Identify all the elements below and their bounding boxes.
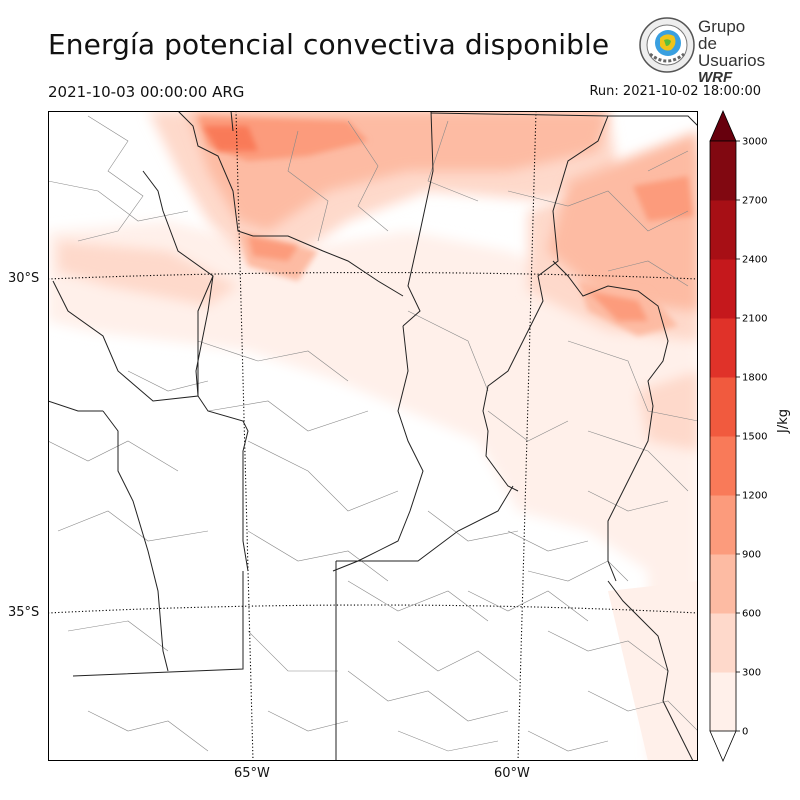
colorbar-tick-label: 2700 — [742, 196, 767, 207]
colorbar-bin — [710, 672, 736, 732]
map-frame — [48, 111, 698, 761]
colorbar-bin — [710, 377, 736, 437]
colorbar-tick-label: 2400 — [742, 255, 767, 266]
logo-line2: Usuarios — [698, 51, 766, 70]
colorbar-bin — [710, 613, 736, 673]
province-boundaries — [48, 111, 698, 761]
colorbar-tick-label: 1500 — [742, 432, 767, 443]
colorbar-unit: J/kg — [776, 409, 791, 433]
colorbar-tick-label: 3000 — [742, 137, 767, 148]
colorbar-bin — [710, 436, 736, 496]
map-title: Energía potencial convectiva disponible — [48, 28, 610, 61]
lat-label-35s: 35°S — [8, 605, 40, 620]
lon-label-60w: 60°W — [494, 766, 530, 781]
cape-map — [48, 111, 698, 761]
colorbar-tick-label: 0 — [742, 727, 748, 738]
run-time: Run: 2021-10-02 18:00:00 — [589, 84, 761, 99]
cape-shading — [48, 111, 698, 761]
graticule — [48, 111, 698, 761]
colorbar-tick-label: 1200 — [742, 491, 767, 502]
lon-label-65w: 65°W — [234, 766, 270, 781]
logo-line3: WRF — [698, 69, 733, 86]
wrf-logo: Grupo de Usuarios WRF — [638, 16, 765, 86]
colorbar-bin — [710, 259, 736, 319]
colorbar-tick-label: 600 — [742, 609, 761, 620]
logo-line1: Grupo de — [698, 17, 746, 53]
colorbar: 0 300 600 900 1200 1500 1800 2100 2400 2700 3000 — [709, 109, 767, 763]
lat-label-30s: 30°S — [8, 271, 40, 286]
colorbar-tick-label: 2100 — [742, 314, 767, 325]
colorbar-extend-min — [709, 730, 737, 763]
colorbar-bin — [710, 495, 736, 555]
valid-time: 2021-10-03 00:00:00 ARG — [48, 83, 245, 101]
department-boundaries — [48, 115, 698, 752]
colorbar-tick-label: 300 — [742, 668, 761, 679]
colorbar-tick-label: 900 — [742, 550, 761, 561]
colorbar-bin — [710, 318, 736, 378]
colorbar-bin — [710, 141, 736, 201]
colorbar-tick-label: 1800 — [742, 373, 767, 384]
colorbar-bin — [710, 200, 736, 260]
globe-icon — [639, 17, 695, 73]
colorbar-extend-max — [709, 109, 737, 142]
colorbar-bin — [710, 554, 736, 614]
